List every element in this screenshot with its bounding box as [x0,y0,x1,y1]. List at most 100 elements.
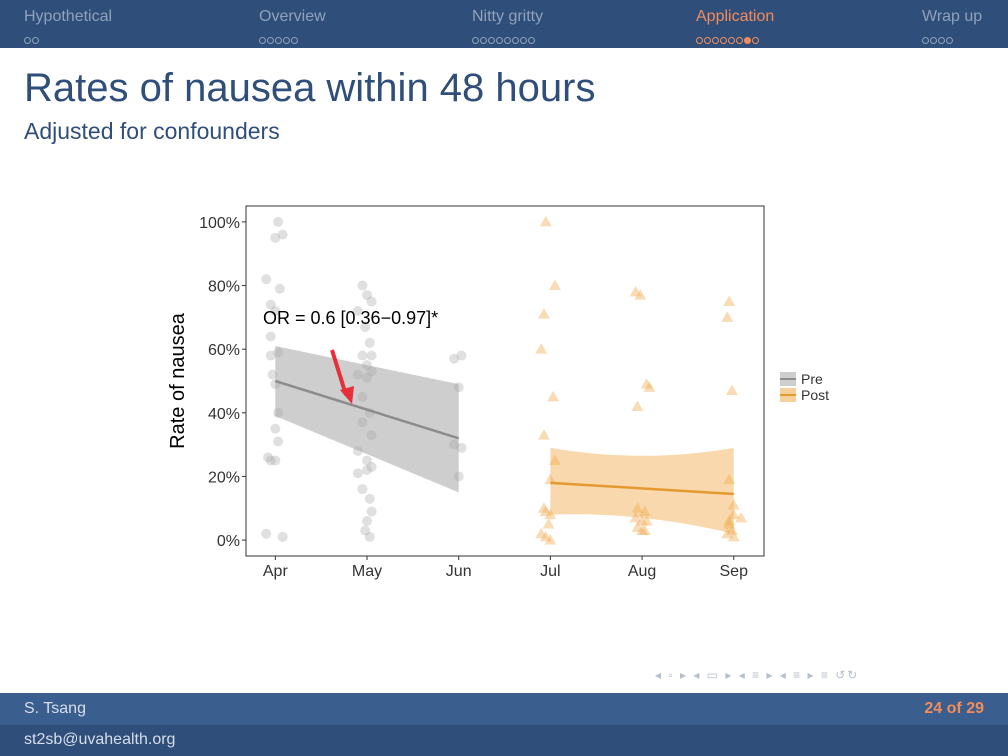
data-point-post [643,381,656,392]
nav-section-dots [259,31,299,49]
data-point-post [727,499,740,510]
x-tick-label: Apr [263,563,289,580]
nausea-rate-chart: OR = 0.6 [0.36−0.97]* 0% 20% 40% 60% 80% 100% A… [167,205,829,580]
frame-dot[interactable] [744,37,751,44]
data-point-pre [277,531,288,542]
frame-dot[interactable] [938,37,945,44]
prev-frame-icon[interactable]: ◂ ▫ ▸ [655,668,688,682]
data-point-post [548,454,561,466]
data-point-pre [362,516,373,526]
frame-dot[interactable] [512,37,519,44]
data-point-post [544,534,557,545]
data-point-pre [263,452,274,463]
data-point-post [537,502,550,513]
frame-dot[interactable] [504,37,511,44]
slide-subtitle: Adjusted for confounders [24,118,280,144]
data-point-post [640,378,653,389]
data-point-post [631,400,644,411]
nav-section-application[interactable]: Application [696,8,775,25]
legend-label-pre: Pre [801,371,823,387]
frame-dot[interactable] [520,37,527,44]
prev-section-icon[interactable]: ◂ ≡ ▸ [738,668,775,682]
data-point-post [727,508,740,520]
frame-dot[interactable] [704,37,711,44]
frame-dot[interactable] [946,37,953,44]
data-point-pre [366,296,377,307]
data-point-pre [366,461,377,472]
annotation-arrow-head [340,386,354,404]
data-point-pre [270,232,281,243]
data-point-post [535,343,548,354]
x-tick-label: Sep [720,563,749,580]
fit-line-pre [274,379,460,440]
data-point-post [636,515,649,526]
y-tick-label: 0% [217,533,240,550]
frame-dot[interactable] [752,37,759,44]
data-point-pre [456,442,467,453]
search-icon[interactable]: ↺↻ [835,668,860,682]
menu-icon[interactable]: ≡ [820,668,830,682]
data-point-post [735,511,748,523]
data-point-pre [362,465,373,476]
data-point-post [542,518,555,529]
data-point-post [539,530,552,542]
nav-section-nitty-gritty[interactable]: Nitty gritty [472,8,544,25]
frame-dot[interactable] [728,37,735,44]
nav-section-dots [922,31,954,49]
beamer-navigation-controls[interactable]: ◂ ▫ ▸ ◂ ▭ ▸ ◂ ≡ ▸ ◂ ≡ ▸ ≡ ↺↻ [655,668,859,682]
frame-dot[interactable] [32,37,39,44]
data-point-pre [456,350,467,361]
data-point-post [725,384,738,396]
prev-subsection-icon[interactable]: ◂ ▭ ▸ [693,668,734,682]
nav-section-overview[interactable]: Overview [259,8,326,25]
nav-section-wrap-up[interactable]: Wrap up [922,8,983,25]
frame-dot[interactable] [488,37,495,44]
data-point-pre [362,290,373,301]
frame-dot[interactable] [291,37,298,44]
frame-dot[interactable] [275,37,282,44]
confidence-band-post [550,447,734,534]
data-point-pre [366,506,377,517]
y-tick-label: 80% [208,279,240,296]
frame-dot[interactable] [496,37,503,44]
fit-line-post [550,481,734,496]
data-point-post [629,511,642,523]
data-point-post [631,521,644,532]
data-point-post [721,527,734,539]
data-point-post [727,530,740,542]
frame-dot[interactable] [259,37,266,44]
frame-dot[interactable] [922,37,929,44]
data-point-post [539,215,552,227]
next-section-icon[interactable]: ◂ ≡ ▸ [779,668,816,682]
frame-dot[interactable] [528,37,535,44]
frame-dot[interactable] [712,37,719,44]
data-point-post [640,515,653,526]
frame-dot[interactable] [283,37,290,44]
data-point-pre [357,484,368,495]
frame-dot[interactable] [24,37,31,44]
data-point-post [539,505,552,516]
data-point-post [725,524,738,536]
nav-section-hypothetical[interactable]: Hypothetical [24,8,113,25]
data-point-pre [273,216,284,227]
odds-ratio-annotation: OR = 0.6 [0.36−0.97]* [263,308,438,328]
data-point-post [548,279,561,291]
frame-dot[interactable] [267,37,274,44]
frame-dot[interactable] [736,37,743,44]
frame-dot[interactable] [472,37,479,44]
data-point-post [544,508,557,520]
data-point-pre [270,423,281,434]
frame-dot[interactable] [930,37,937,44]
data-point-pre [357,350,368,361]
data-point-post [535,527,548,539]
data-point-post [723,473,736,485]
data-point-post [629,285,642,297]
data-point-post [544,473,557,485]
slide-title: Rates of nausea within 48 hours [24,66,596,110]
frame-dot[interactable] [720,37,727,44]
data-point-pre [265,299,276,310]
data-point-pre [267,369,278,380]
frame-dot[interactable] [696,37,703,44]
nav-section-dots [472,31,536,49]
frame-dot[interactable] [480,37,487,44]
